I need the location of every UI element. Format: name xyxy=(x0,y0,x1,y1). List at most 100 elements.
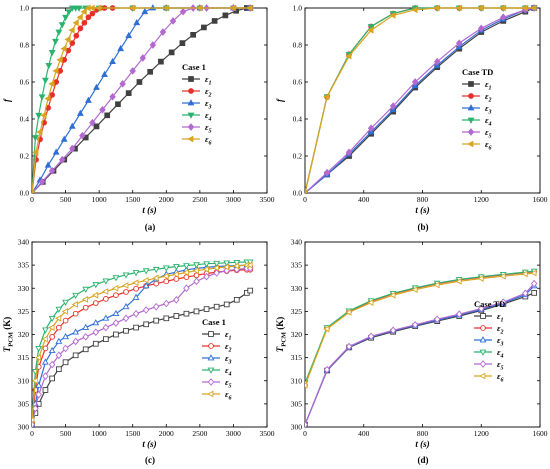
x-tick-label: 0 xyxy=(303,429,307,438)
data-point xyxy=(389,291,396,299)
data-point xyxy=(152,302,160,311)
series-line xyxy=(32,7,251,193)
data-point xyxy=(32,416,35,424)
data-point xyxy=(32,189,35,193)
data-point xyxy=(133,324,139,331)
data-point xyxy=(76,109,84,116)
data-point xyxy=(55,29,63,36)
legend-entry-label: ε5 xyxy=(205,122,212,135)
legend-entry-label: ε6 xyxy=(205,134,212,147)
y-tick-label: 300 xyxy=(291,423,303,432)
data-point xyxy=(132,279,139,287)
series-line xyxy=(305,7,535,193)
x-tick-label: 0 xyxy=(30,429,34,438)
data-point xyxy=(147,68,154,75)
series-line xyxy=(305,7,535,193)
data-point xyxy=(411,6,418,14)
data-point xyxy=(122,302,130,310)
data-point xyxy=(142,282,150,289)
series-2 xyxy=(32,5,254,193)
data-point xyxy=(211,18,218,24)
x-tick-label: 2500 xyxy=(192,195,207,204)
data-point xyxy=(115,101,121,108)
data-point xyxy=(142,268,150,275)
data-point xyxy=(455,4,462,12)
data-point xyxy=(103,296,109,302)
y-axis-label: TPCM (K) xyxy=(2,317,15,353)
data-point xyxy=(389,326,397,335)
data-point xyxy=(62,332,69,340)
data-point xyxy=(499,4,506,12)
data-point xyxy=(48,315,56,323)
series-4 xyxy=(32,259,254,422)
data-point xyxy=(323,168,331,177)
data-point xyxy=(183,274,190,281)
x-axis-label: t (s) xyxy=(415,205,429,215)
data-point xyxy=(85,14,92,21)
series-3 xyxy=(32,4,254,193)
x-tick-label: 1600 xyxy=(533,429,548,438)
data-point xyxy=(62,359,69,366)
chart-panel-2: 0 400 800 1200 1600 0.0 0.2 0.4 0.6 0.8 1.0 t (s) f (… xyxy=(275,4,548,233)
legend-marker xyxy=(207,354,215,361)
data-point xyxy=(91,291,99,299)
data-point xyxy=(72,337,79,346)
x-tick-label: 400 xyxy=(358,429,370,438)
y-tick-label: 0.6 xyxy=(20,78,30,87)
plot-frame xyxy=(304,241,541,428)
data-point xyxy=(345,308,352,316)
data-point xyxy=(117,44,125,52)
data-point xyxy=(68,26,75,34)
data-point xyxy=(92,328,100,337)
data-point xyxy=(56,366,62,373)
data-point xyxy=(72,352,79,359)
y-tick-label: 310 xyxy=(291,376,303,385)
plot-area xyxy=(305,4,538,193)
data-point xyxy=(42,327,49,334)
data-point xyxy=(152,274,159,282)
data-point xyxy=(65,9,73,16)
x-tick-label: 2000 xyxy=(159,429,174,438)
legend-entry-label: ε6 xyxy=(225,389,232,402)
series-line xyxy=(32,7,251,193)
data-point xyxy=(136,79,143,85)
data-point xyxy=(62,344,69,353)
legend-marker xyxy=(187,135,194,143)
legend-marker xyxy=(208,343,214,349)
data-point xyxy=(36,128,43,136)
data-point xyxy=(112,309,120,317)
data-point xyxy=(173,276,180,282)
data-point xyxy=(389,102,397,110)
data-point xyxy=(367,299,374,306)
data-point xyxy=(119,80,126,88)
legend-entry-label: ε1 xyxy=(225,329,232,342)
data-point xyxy=(201,24,207,31)
data-point xyxy=(433,57,441,66)
data-point xyxy=(84,96,92,103)
x-tick-label: 500 xyxy=(60,195,72,204)
data-point xyxy=(158,58,164,65)
data-point xyxy=(153,280,160,287)
data-point xyxy=(192,267,199,275)
y-tick-label: 315 xyxy=(18,353,30,362)
legend-marker xyxy=(187,99,195,106)
data-point xyxy=(223,260,231,267)
data-point xyxy=(179,40,186,46)
data-point xyxy=(62,317,69,324)
x-tick-label: 0 xyxy=(303,195,307,204)
y-tick-label: 1.0 xyxy=(293,4,303,13)
data-point xyxy=(49,333,55,340)
data-point xyxy=(109,57,116,65)
y-tick-label: 0.6 xyxy=(293,78,303,87)
data-point xyxy=(345,52,352,60)
data-point xyxy=(44,95,51,103)
legend-title: Case 1 xyxy=(202,317,226,327)
data-point xyxy=(323,93,330,101)
plot-frame xyxy=(31,7,268,194)
legend-marker xyxy=(479,336,487,343)
data-point xyxy=(40,111,47,119)
data-point xyxy=(182,269,189,276)
data-point xyxy=(203,306,210,312)
